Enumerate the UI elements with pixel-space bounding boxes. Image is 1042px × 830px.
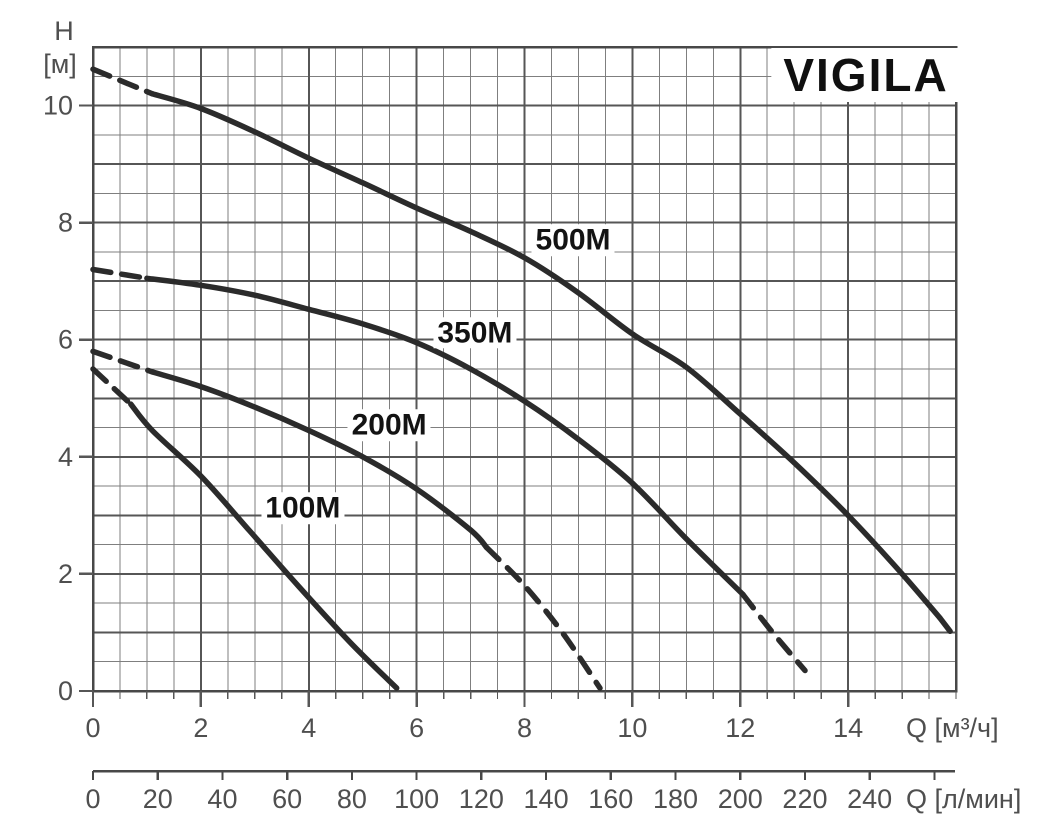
curve-500M (149, 91, 943, 621)
secondary-axis-tick-label: 240 (847, 784, 892, 814)
x-axis-tick-label: 10 (617, 713, 647, 743)
y-axis-tick-label: 8 (58, 208, 73, 238)
x-axis-tick-label: 0 (85, 713, 100, 743)
x-axis-tick-label: 12 (725, 713, 755, 743)
curve-200M-lead-dash (90, 348, 156, 375)
x-axis-secondary-unit-label: Q [л/мин] (906, 784, 1021, 814)
curve-label-200M: 200M (347, 409, 431, 441)
secondary-axis-tick-label: 40 (207, 784, 237, 814)
curve-label-100M: 100M (261, 493, 345, 525)
secondary-axis-tick-label: 100 (394, 784, 439, 814)
secondary-axis-tick-label: 180 (653, 784, 698, 814)
secondary-axis-tick-label: 80 (337, 784, 367, 814)
secondary-axis-tick-label: 200 (718, 784, 763, 814)
y-axis-tick-label: 0 (58, 676, 73, 706)
curve-200M (149, 369, 490, 551)
curve-500M-tail-dash (937, 615, 957, 639)
secondary-axis-tick-label: 0 (85, 784, 100, 814)
curve-100M (128, 401, 400, 691)
y-axis-tick-label: 2 (58, 559, 73, 589)
secondary-axis-tick-label: 160 (588, 784, 633, 814)
curve-500M-lead-dash (90, 66, 156, 97)
curve-label-500M: 500M (531, 224, 615, 256)
secondary-axis-tick-label: 220 (782, 784, 827, 814)
curve-label-350M: 350M (433, 317, 517, 349)
y-axis-tick-label: 4 (58, 442, 73, 472)
chart-title: VIGILA (771, 48, 961, 102)
y-axis-tick-label: 10 (43, 91, 73, 121)
curve-350M-lead-dash (90, 266, 150, 282)
curve-350M (144, 275, 746, 598)
y-axis-name: H (54, 16, 74, 46)
x-axis-tick-label: 2 (193, 713, 208, 743)
x-axis-tick-label: 4 (301, 713, 316, 743)
x-axis-tick-label: 6 (409, 713, 424, 743)
x-axis-primary-unit-label: Q [м³/ч] (906, 713, 999, 743)
curve-200M-tail-dash (483, 544, 603, 691)
x-axis-tick-label: 8 (517, 713, 532, 743)
secondary-axis-tick-label: 120 (459, 784, 504, 814)
curve-350M-tail-dash (740, 591, 808, 674)
y-axis-unit: [м] (43, 49, 77, 79)
curve-100M-lead-dash (90, 366, 134, 407)
secondary-axis-tick-label: 140 (524, 784, 569, 814)
secondary-axis-tick-label: 20 (143, 784, 173, 814)
secondary-axis-tick-label: 60 (272, 784, 302, 814)
x-axis-tick-label: 14 (833, 713, 863, 743)
y-axis-tick-label: 6 (58, 325, 73, 355)
